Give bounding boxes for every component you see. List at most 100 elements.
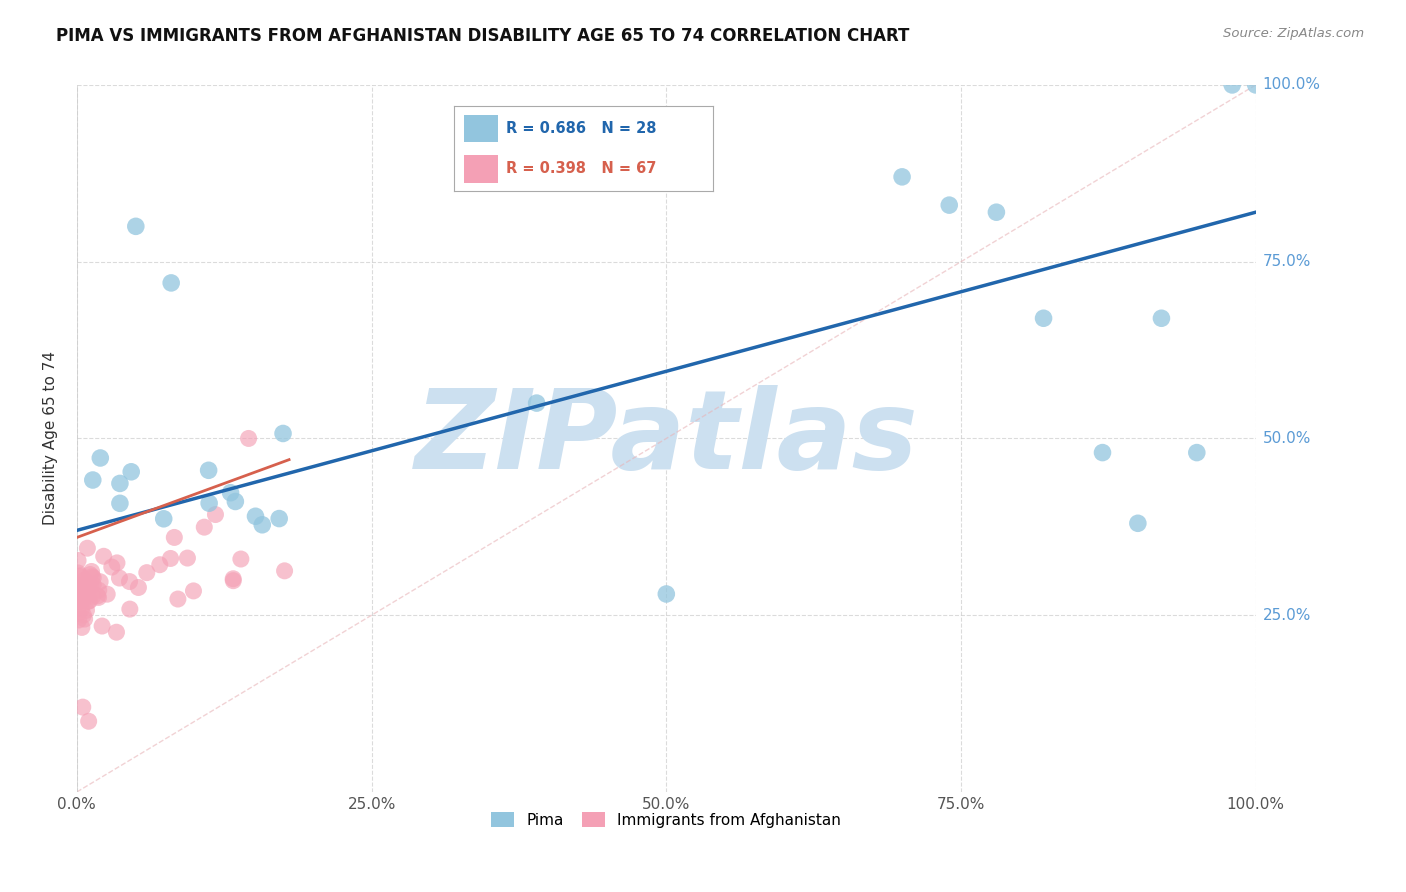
- Point: [73, 592, 96, 607]
- Point: [76, 586, 98, 600]
- Point: [127, 581, 149, 595]
- Point: [224, 494, 246, 508]
- Point: [77, 594, 100, 608]
- Point: [252, 517, 274, 532]
- Point: [82, 571, 104, 585]
- Point: [273, 564, 295, 578]
- Point: [89, 450, 111, 465]
- Point: [67, 613, 90, 627]
- Point: [77, 581, 100, 595]
- Point: [222, 572, 245, 586]
- Point: [72, 700, 94, 714]
- Point: [655, 587, 678, 601]
- Point: [67, 606, 90, 620]
- Point: [176, 551, 198, 566]
- Point: [193, 520, 215, 534]
- Point: [526, 396, 548, 410]
- Point: [197, 463, 219, 477]
- Point: [1220, 78, 1243, 92]
- Point: [1244, 78, 1267, 92]
- Point: [159, 551, 181, 566]
- Point: [167, 592, 190, 607]
- Point: [75, 588, 97, 602]
- Point: [73, 612, 96, 626]
- Point: [1185, 445, 1208, 459]
- Point: [1091, 445, 1114, 459]
- Point: [69, 568, 91, 582]
- Point: [70, 578, 93, 592]
- Point: [67, 594, 90, 608]
- Text: 25.0%: 25.0%: [1263, 607, 1310, 623]
- Text: 100.0%: 100.0%: [1263, 78, 1320, 93]
- Point: [149, 558, 172, 572]
- Point: [67, 590, 90, 604]
- Point: [70, 601, 93, 615]
- Point: [67, 569, 90, 583]
- Point: [219, 485, 242, 500]
- Point: [986, 205, 1008, 219]
- Text: PIMA VS IMMIGRANTS FROM AFGHANISTAN DISABILITY AGE 65 TO 74 CORRELATION CHART: PIMA VS IMMIGRANTS FROM AFGHANISTAN DISA…: [56, 27, 910, 45]
- Point: [1150, 311, 1173, 326]
- Point: [72, 584, 94, 599]
- Point: [73, 582, 96, 597]
- Point: [105, 556, 128, 570]
- Text: 50.0%: 50.0%: [1263, 431, 1310, 446]
- Point: [86, 589, 108, 603]
- Point: [91, 619, 114, 633]
- Point: [152, 512, 174, 526]
- Point: [101, 560, 124, 574]
- Point: [70, 620, 93, 634]
- Point: [108, 571, 131, 585]
- Point: [135, 566, 157, 580]
- Point: [76, 541, 98, 556]
- Point: [160, 276, 183, 290]
- Point: [67, 566, 90, 580]
- Point: [118, 602, 141, 616]
- Text: Source: ZipAtlas.com: Source: ZipAtlas.com: [1223, 27, 1364, 40]
- Point: [108, 476, 131, 491]
- Point: [163, 531, 186, 545]
- Point: [67, 553, 90, 567]
- Text: ZIPatlas: ZIPatlas: [415, 385, 918, 492]
- Point: [82, 589, 104, 603]
- Point: [222, 574, 245, 588]
- Point: [79, 594, 101, 608]
- Point: [93, 549, 115, 564]
- Point: [76, 579, 98, 593]
- Point: [238, 432, 260, 446]
- Text: 75.0%: 75.0%: [1263, 254, 1310, 269]
- Point: [891, 169, 914, 184]
- Point: [72, 608, 94, 623]
- Point: [73, 573, 96, 587]
- Point: [69, 590, 91, 604]
- Point: [80, 570, 103, 584]
- Point: [120, 465, 142, 479]
- Point: [271, 426, 294, 441]
- Point: [105, 625, 128, 640]
- Point: [938, 198, 960, 212]
- Point: [87, 591, 110, 605]
- Point: [67, 582, 90, 596]
- Point: [1126, 516, 1149, 531]
- Point: [89, 574, 111, 589]
- Point: [69, 584, 91, 599]
- Point: [108, 496, 131, 510]
- Point: [118, 574, 141, 589]
- Point: [204, 508, 226, 522]
- Legend: Pima, Immigrants from Afghanistan: Pima, Immigrants from Afghanistan: [485, 805, 848, 834]
- Point: [183, 583, 205, 598]
- Point: [77, 714, 100, 729]
- Point: [269, 511, 291, 525]
- Point: [79, 567, 101, 582]
- Y-axis label: Disability Age 65 to 74: Disability Age 65 to 74: [44, 351, 58, 525]
- Point: [229, 552, 252, 566]
- Point: [82, 578, 104, 592]
- Point: [96, 587, 118, 601]
- Point: [76, 603, 98, 617]
- Point: [67, 592, 90, 607]
- Point: [67, 586, 90, 600]
- Point: [1032, 311, 1054, 326]
- Point: [198, 496, 221, 510]
- Point: [245, 509, 267, 524]
- Point: [87, 583, 110, 598]
